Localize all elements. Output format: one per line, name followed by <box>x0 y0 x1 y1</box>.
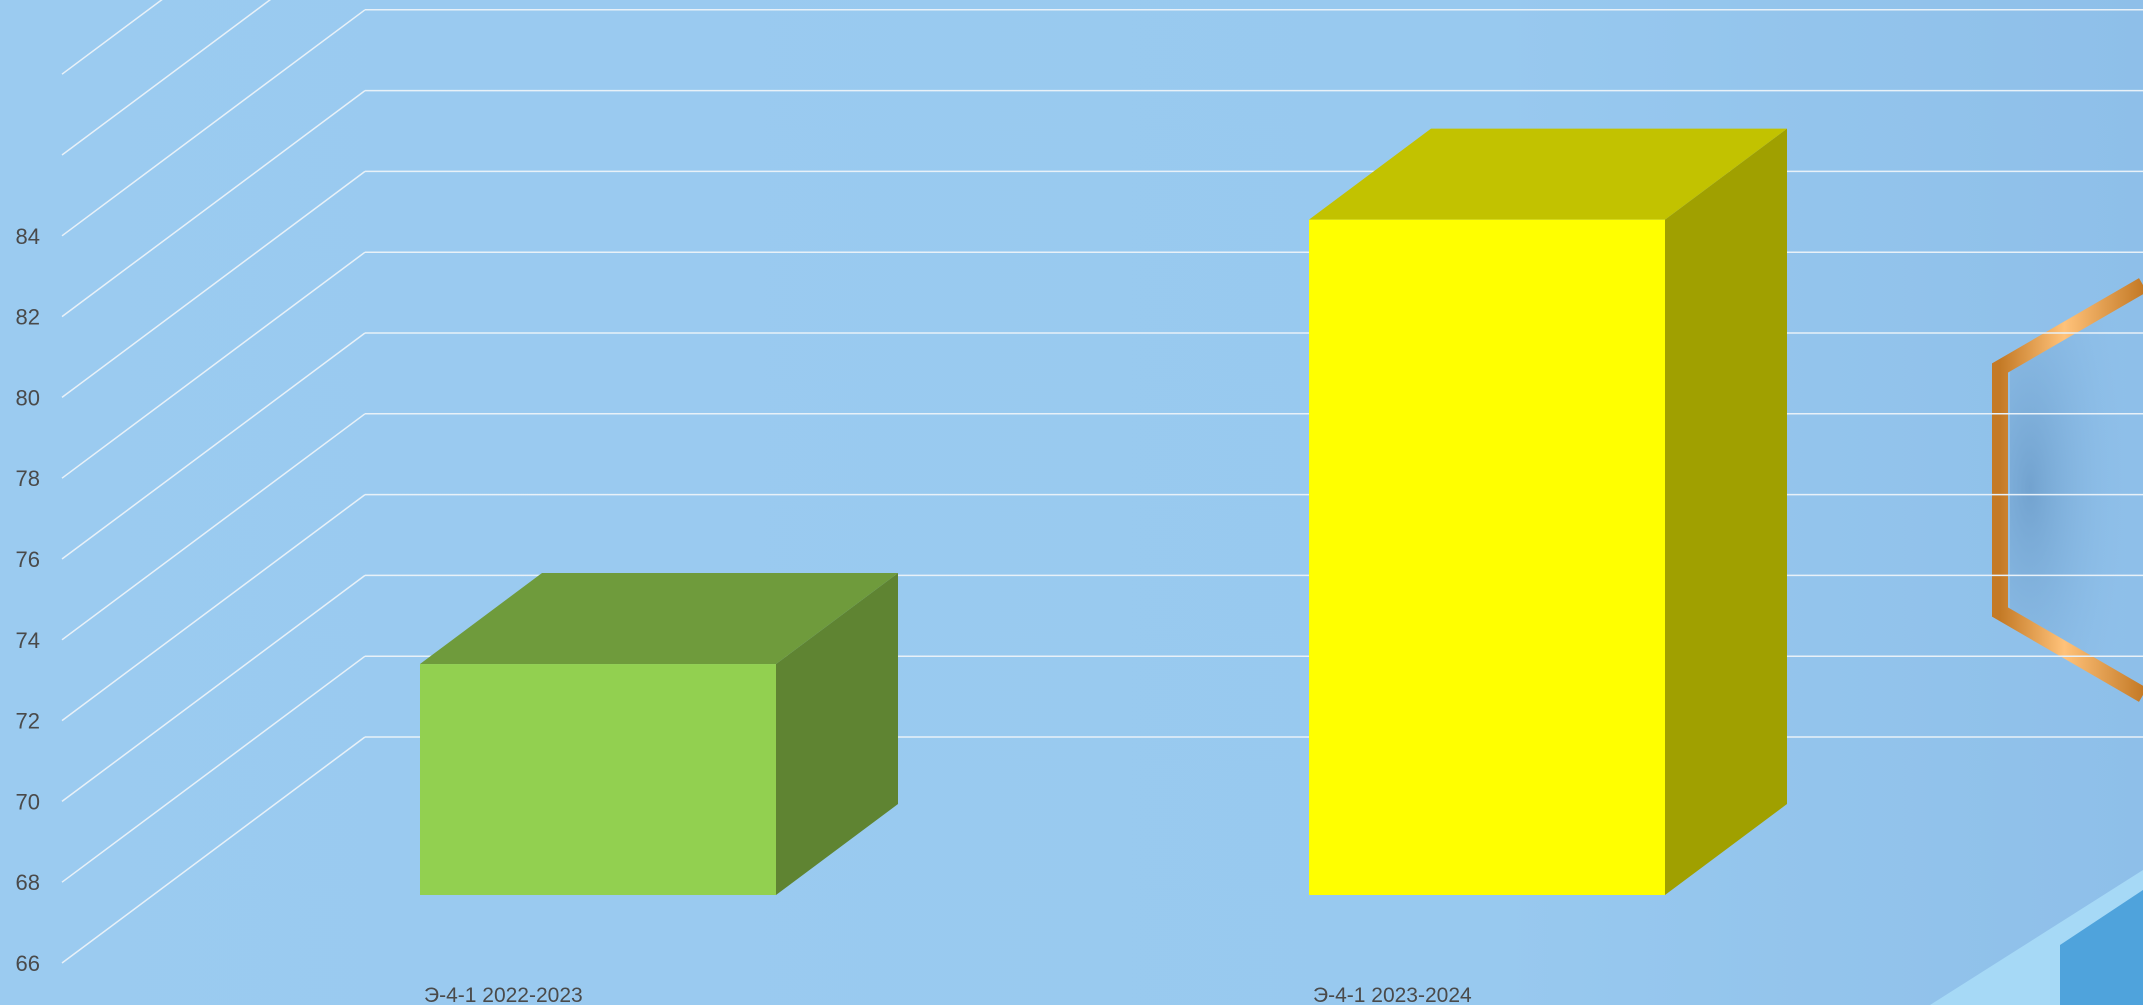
decorative-corner-shape <box>1930 870 2143 1005</box>
y-tick-label: 72 <box>16 709 40 734</box>
gridline-depth <box>61 736 366 964</box>
gridline-depth <box>61 493 366 722</box>
decorative-hexagon <box>1992 278 2143 702</box>
bar-top-face <box>1309 128 1787 220</box>
x-axis-labels: Э-4-1 2022-2023 Э-4-1 2023-2024 <box>424 984 1472 1005</box>
y-tick-label: 66 <box>16 951 40 976</box>
gridline-depth <box>61 251 366 479</box>
gridline-depth <box>61 655 366 883</box>
y-tick-label: 82 <box>16 305 40 330</box>
y-tick-label: 78 <box>16 466 40 491</box>
y-axis-ticks: 66 68 70 72 74 76 78 80 82 84 <box>16 224 40 976</box>
gridline-depth <box>61 9 366 237</box>
x-category-label: Э-4-1 2022-2023 <box>424 984 583 1005</box>
bar-top-face <box>420 573 898 665</box>
gridlines <box>61 0 2143 964</box>
gridline-depth <box>61 170 366 399</box>
y-tick-label: 68 <box>16 870 40 895</box>
gridline-depth <box>61 0 272 156</box>
gridline-depth <box>61 332 366 560</box>
y-tick-label: 76 <box>16 547 40 572</box>
y-tick-label: 84 <box>16 224 40 249</box>
bars <box>420 128 1787 895</box>
bar-2 <box>1309 128 1787 895</box>
bar-side-face <box>1665 128 1787 895</box>
bar-front-face <box>420 664 776 895</box>
x-category-label: Э-4-1 2023-2024 <box>1313 984 1472 1005</box>
bar-front-face <box>1309 219 1665 895</box>
bar-side-face <box>776 573 898 895</box>
y-tick-label: 80 <box>16 385 40 410</box>
gridline-depth <box>61 574 366 803</box>
gridline-depth <box>61 0 163 75</box>
gridline-depth <box>61 89 366 318</box>
gridline-depth <box>61 413 366 641</box>
y-tick-label: 70 <box>16 789 40 814</box>
bar-1 <box>420 573 898 895</box>
y-tick-label: 74 <box>16 628 40 653</box>
